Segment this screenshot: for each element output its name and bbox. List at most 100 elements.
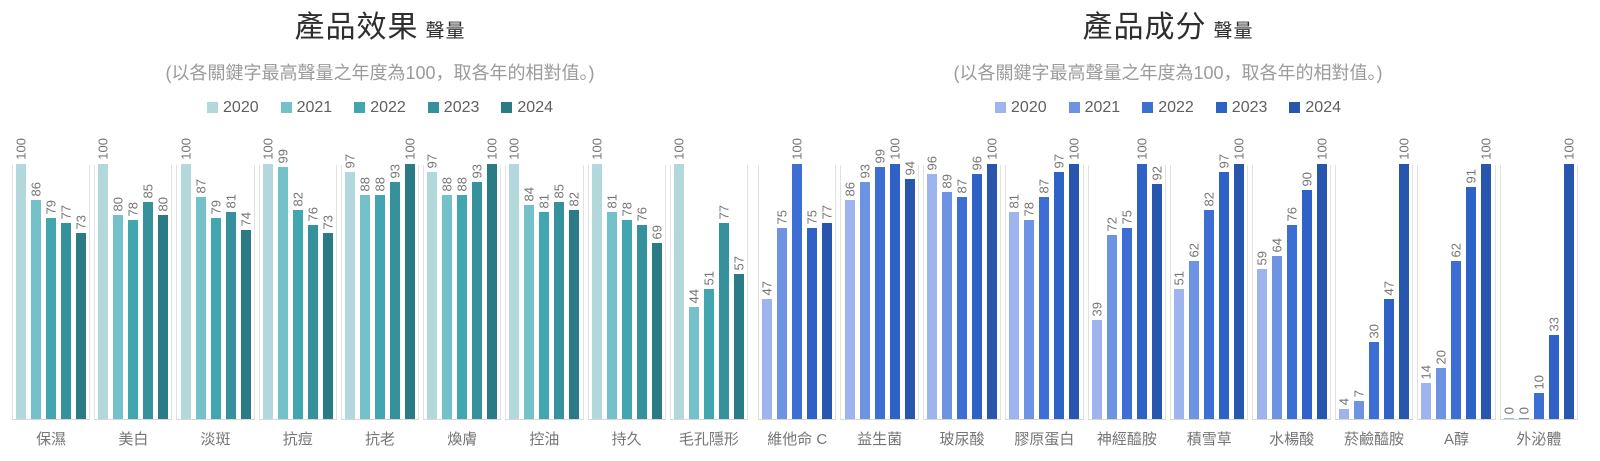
bar-2023[interactable]: 96	[970, 156, 985, 419]
bar-2024[interactable]: 69	[649, 225, 664, 419]
bar-2020[interactable]: 97	[342, 154, 357, 419]
bar-2020[interactable]: 0	[1501, 407, 1516, 419]
bar-2021[interactable]: 81	[604, 194, 619, 419]
bar-2020[interactable]: 14	[1419, 365, 1434, 419]
bar-2021[interactable]: 20	[1434, 350, 1449, 419]
bar-2024[interactable]: 77	[820, 205, 835, 419]
bar-2021[interactable]: 99	[275, 149, 290, 419]
bar-2024[interactable]: 94	[902, 161, 917, 419]
bar-2022[interactable]: 82	[290, 192, 305, 419]
bar-2024[interactable]: 100	[1479, 138, 1494, 419]
bar-2024[interactable]: 80	[156, 197, 171, 419]
bar-2023[interactable]: 77	[716, 205, 731, 419]
bar-2020[interactable]: 100	[589, 138, 604, 419]
bar-2024[interactable]: 74	[238, 212, 253, 419]
legend-item-2024[interactable]: 2024	[501, 99, 553, 116]
bar-2022[interactable]: 87	[1037, 179, 1052, 419]
bar-2021[interactable]: 88	[440, 177, 455, 419]
legend-item-2020[interactable]: 2020	[995, 99, 1047, 116]
bar-2023[interactable]: 100	[1134, 138, 1149, 419]
bar-2023[interactable]: 97	[1217, 154, 1232, 419]
bar-2020[interactable]: 47	[760, 281, 775, 419]
bar-2022[interactable]: 75	[1119, 210, 1134, 419]
bar-2024[interactable]: 73	[74, 215, 89, 419]
bar-2021[interactable]: 78	[1022, 202, 1037, 419]
bar-2023[interactable]: 85	[141, 184, 156, 419]
bar-2022[interactable]: 79	[208, 200, 223, 419]
bar-2022[interactable]: 88	[455, 177, 470, 419]
bar-2020[interactable]: 100	[671, 138, 686, 419]
bar-2022[interactable]: 78	[126, 202, 141, 419]
bar-2021[interactable]: 89	[940, 174, 955, 419]
bar-2020[interactable]: 39	[1089, 302, 1104, 419]
bar-2020[interactable]: 100	[260, 138, 275, 419]
bar-2020[interactable]: 100	[178, 138, 193, 419]
bar-2024[interactable]: 100	[985, 138, 1000, 419]
bar-2020[interactable]: 100	[96, 138, 111, 419]
bar-2021[interactable]: 88	[357, 177, 372, 419]
bar-2023[interactable]: 93	[470, 164, 485, 419]
bar-2024[interactable]: 100	[402, 138, 417, 419]
bar-2021[interactable]: 80	[111, 197, 126, 419]
bar-2023[interactable]: 91	[1464, 169, 1479, 419]
bar-2024[interactable]: 100	[1397, 138, 1412, 419]
bar-2023[interactable]: 76	[305, 207, 320, 419]
bar-2021[interactable]: 75	[775, 210, 790, 419]
bar-2020[interactable]: 59	[1254, 251, 1269, 419]
bar-2022[interactable]: 62	[1449, 243, 1464, 419]
legend-item-2021[interactable]: 2021	[1068, 99, 1120, 116]
bar-2021[interactable]: 72	[1104, 217, 1119, 419]
bar-2021[interactable]: 93	[857, 164, 872, 419]
bar-2022[interactable]: 99	[872, 149, 887, 419]
bar-2020[interactable]: 4	[1337, 398, 1352, 419]
bar-2023[interactable]: 33	[1546, 317, 1561, 419]
bar-2024[interactable]: 92	[1149, 166, 1164, 419]
bar-2023[interactable]: 77	[59, 205, 74, 419]
bar-2024[interactable]: 73	[320, 215, 335, 419]
bar-2021[interactable]: 86	[29, 182, 44, 419]
bar-2023[interactable]: 75	[805, 210, 820, 419]
bar-2022[interactable]: 82	[1202, 192, 1217, 419]
bar-2024[interactable]: 100	[1232, 138, 1247, 419]
bar-2024[interactable]: 100	[1314, 138, 1329, 419]
bar-2022[interactable]: 81	[537, 194, 552, 419]
bar-2020[interactable]: 97	[425, 154, 440, 419]
bar-2022[interactable]: 88	[372, 177, 387, 419]
bar-2023[interactable]: 47	[1382, 281, 1397, 419]
bar-2020[interactable]: 100	[507, 138, 522, 419]
bar-2021[interactable]: 62	[1187, 243, 1202, 419]
bar-2020[interactable]: 51	[1172, 271, 1187, 419]
bar-2023[interactable]: 93	[387, 164, 402, 419]
bar-2024[interactable]: 82	[567, 192, 582, 419]
bar-2020[interactable]: 81	[1007, 194, 1022, 419]
legend-item-2021[interactable]: 2021	[280, 99, 332, 116]
bar-2021[interactable]: 64	[1269, 238, 1284, 419]
legend-item-2023[interactable]: 2023	[427, 99, 479, 116]
bar-2020[interactable]: 86	[842, 182, 857, 419]
bar-2023[interactable]: 76	[634, 207, 649, 419]
bar-2020[interactable]: 100	[14, 138, 29, 419]
bar-2021[interactable]: 44	[686, 289, 701, 419]
legend-item-2022[interactable]: 2022	[354, 99, 406, 116]
bar-2023[interactable]: 97	[1052, 154, 1067, 419]
bar-2020[interactable]: 96	[925, 156, 940, 419]
legend-item-2020[interactable]: 2020	[207, 99, 259, 116]
bar-2021[interactable]: 87	[193, 179, 208, 419]
bar-2024[interactable]: 100	[485, 138, 500, 419]
legend-item-2024[interactable]: 2024	[1289, 99, 1341, 116]
bar-2024[interactable]: 100	[1561, 138, 1576, 419]
bar-2022[interactable]: 10	[1531, 375, 1546, 419]
bar-2022[interactable]: 78	[619, 202, 634, 419]
bar-2021[interactable]: 7	[1352, 390, 1367, 419]
legend-item-2023[interactable]: 2023	[1215, 99, 1267, 116]
bar-2022[interactable]: 100	[790, 138, 805, 419]
bar-2022[interactable]: 76	[1284, 207, 1299, 419]
bar-2022[interactable]: 87	[955, 179, 970, 419]
bar-2022[interactable]: 30	[1367, 324, 1382, 419]
bar-2023[interactable]: 81	[223, 194, 238, 419]
bar-2023[interactable]: 85	[552, 184, 567, 419]
bar-2024[interactable]: 100	[1067, 138, 1082, 419]
bar-2024[interactable]: 57	[731, 256, 746, 419]
bar-2023[interactable]: 100	[887, 138, 902, 419]
bar-2021[interactable]: 84	[522, 187, 537, 419]
